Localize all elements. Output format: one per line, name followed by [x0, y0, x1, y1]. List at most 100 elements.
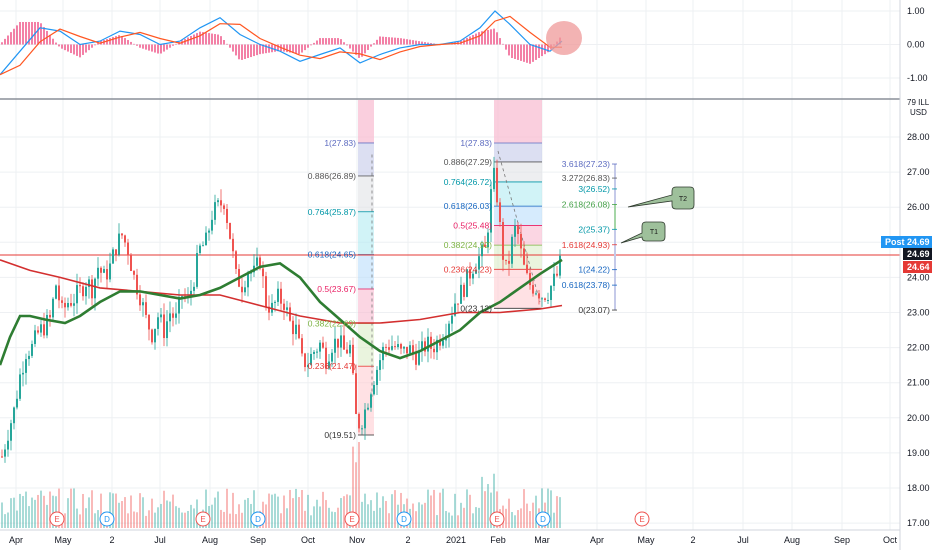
volume-bar [82, 493, 84, 528]
candle-body [118, 233, 120, 255]
target-callout-t2[interactable]: T2 [627, 186, 695, 210]
event-marker[interactable]: E [49, 511, 65, 527]
volume-bar [22, 496, 24, 528]
candle-body [487, 232, 489, 247]
macd-histogram-bar [361, 44, 363, 57]
event-marker[interactable]: D [535, 511, 551, 527]
candle-body [364, 409, 366, 429]
volume-bar [286, 508, 288, 528]
candle-body [430, 336, 432, 349]
fib-level-label: 0.886(26.89) [308, 171, 356, 181]
event-marker[interactable]: D [99, 511, 115, 527]
volume-bar [430, 495, 432, 528]
macd-histogram-bar [532, 44, 534, 62]
volume-bar [226, 488, 228, 528]
volume-bar [250, 503, 252, 528]
candle-body [544, 298, 546, 301]
volume-bar [427, 489, 429, 528]
macd-histogram-bar [91, 44, 93, 48]
target-label: T1 [650, 229, 658, 236]
time-axis: Apr May 2 Jul Aug Sep Oct Nov 2 2021 Feb Mar Apr May 2… [9, 535, 898, 545]
event-marker[interactable]: E [195, 511, 211, 527]
volume-bar [370, 500, 372, 528]
time-tick: 2 [405, 535, 410, 545]
macd-histogram-bar [385, 36, 387, 45]
candle-body [388, 347, 390, 350]
macd-histogram-bar [472, 35, 474, 45]
fib-level-label: 0.382(24.92) [444, 240, 492, 250]
macd-histogram-bar [133, 43, 135, 45]
price-tick: 21.00 [907, 378, 930, 388]
event-marker[interactable]: E [344, 511, 360, 527]
volume-bar [550, 490, 552, 528]
macd-histogram-bar [409, 39, 411, 45]
macd-histogram-bar [70, 44, 72, 54]
candle-body [121, 233, 123, 236]
target-callout-t1[interactable]: T1 [620, 221, 666, 244]
volume-bar [217, 491, 219, 528]
event-marker[interactable]: E [489, 511, 505, 527]
candle-body [55, 285, 57, 299]
volume-bar [136, 512, 138, 528]
candle-body [10, 423, 12, 441]
candle-body [280, 288, 282, 304]
macd-histogram-bar [415, 40, 417, 45]
volume-bar [133, 511, 135, 528]
candle-body [391, 346, 393, 350]
candle-body [331, 352, 333, 362]
macd-histogram-bar [520, 44, 522, 61]
volume-bar [289, 489, 291, 528]
volume-bar [73, 488, 75, 528]
macd-histogram-bar [88, 44, 90, 51]
target-label: T2 [679, 196, 687, 203]
candle-body [427, 336, 429, 352]
macd-histogram-bar [226, 43, 228, 45]
candle-body [100, 267, 102, 273]
volume-bar [391, 494, 393, 528]
macd-histogram-bar [28, 21, 30, 45]
macd-histogram-bar [481, 31, 483, 45]
volume-bar [466, 489, 468, 528]
macd-histogram-bar [43, 27, 45, 45]
volume-bar [478, 507, 480, 528]
candle-body [106, 269, 108, 280]
macd-histogram-bar [220, 36, 222, 45]
time-tick: Nov [349, 535, 366, 545]
candle-body [550, 285, 552, 300]
candle-body [19, 374, 21, 399]
candle-body [478, 256, 480, 270]
candle-body [103, 269, 105, 273]
volume-bar [274, 493, 276, 528]
candle-body [205, 232, 207, 246]
volume-bar [40, 490, 42, 528]
volume-bar [457, 515, 459, 528]
macd-tick: 0.00 [907, 40, 925, 50]
macd-histogram-bar [76, 44, 78, 56]
candle-body [202, 245, 204, 247]
candle-body [373, 385, 375, 395]
event-marker[interactable]: D [396, 511, 412, 527]
fib-extension-label: 3.618(27.23) [562, 159, 610, 169]
candle-body [79, 285, 81, 287]
fib-level-label: 0.886(27.29) [444, 157, 492, 167]
volume-bar [76, 508, 78, 528]
volume-bar [340, 498, 342, 528]
candle-body [31, 343, 33, 356]
volume-bar [331, 511, 333, 528]
macd-histogram-bar [94, 44, 96, 46]
event-marker[interactable]: D [250, 511, 266, 527]
event-marker[interactable]: E [634, 511, 650, 527]
macd-histogram-bar [394, 37, 396, 45]
volume-bar [463, 507, 465, 528]
fib-level-label: 0.5(25.48) [453, 220, 492, 230]
candle-body [43, 324, 45, 336]
time-tick: Oct [883, 535, 898, 545]
event-letter: E [639, 515, 644, 524]
macd-histogram-bar [85, 44, 87, 53]
fib-level-label: 1(27.83) [324, 138, 356, 148]
fib-level-label: 1(27.83) [460, 138, 492, 148]
macd-histogram-bar [202, 32, 204, 45]
candle-body [307, 364, 309, 368]
price-tick: 24.00 [907, 272, 930, 282]
candle-body [22, 372, 24, 375]
